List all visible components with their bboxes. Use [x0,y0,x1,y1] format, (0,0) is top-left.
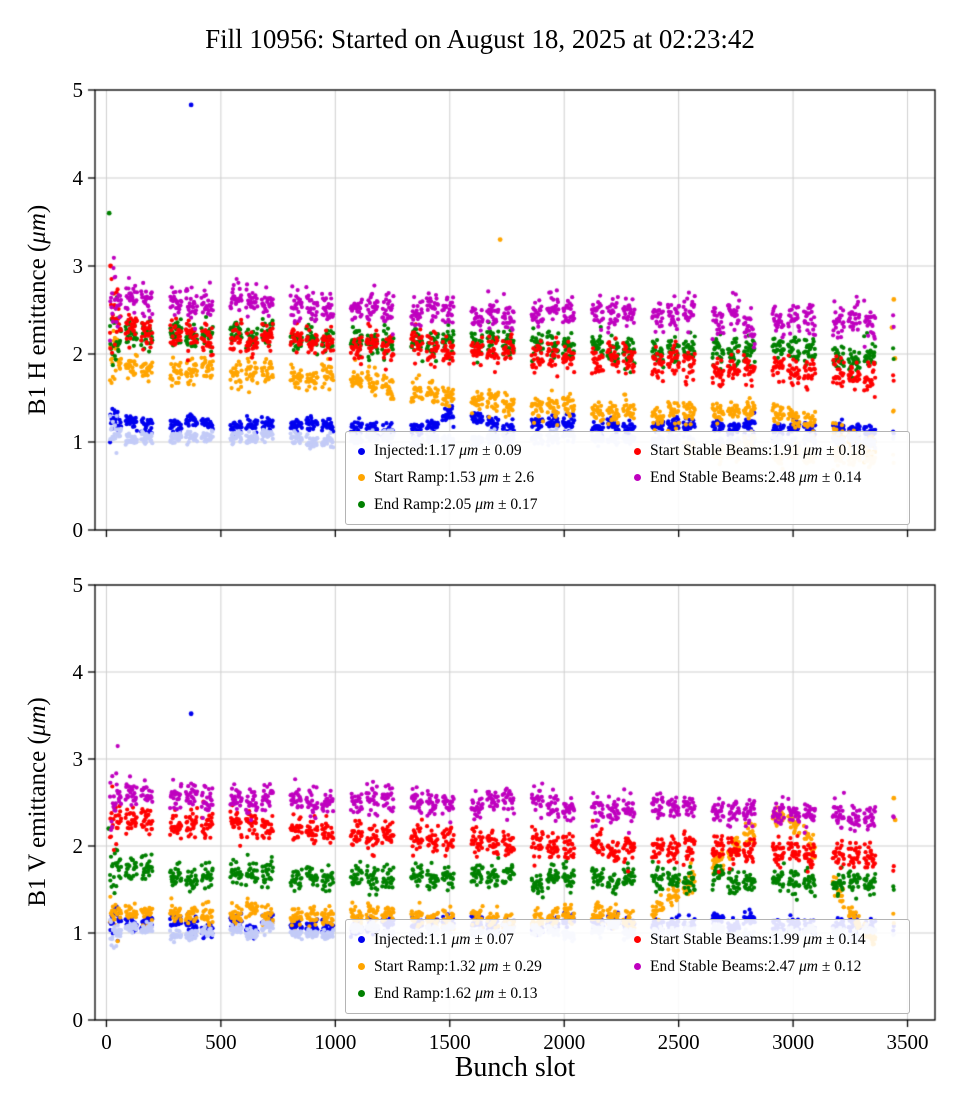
legend-marker-dot-icon [634,936,641,943]
legend-marker-dot-icon [634,963,641,970]
legend-marker-dot-icon [358,447,365,455]
legend-marker-dot-icon [634,474,641,482]
y-tick-label: 1 [72,921,84,945]
x-tick-label: 500 [205,1030,237,1054]
legend-marker-dot-icon [634,447,641,455]
legend-item: End Stable Beams:2.48 μm ± 0.14 [634,465,899,492]
x-tick-label: 3500 [886,1030,929,1054]
legend-marker-dot-icon [358,936,365,943]
legend-label: Start Ramp:1.53 μm ± 2.6 [374,468,535,486]
legend-item: Injected:1.17 μm ± 0.09 [358,438,634,465]
x-tick-label: 1000 [314,1030,357,1054]
legend-item: Injected:1.1 μm ± 0.07 [358,926,634,953]
legend-label: Start Ramp:1.32 μm ± 0.29 [374,957,542,975]
x-axis-label: Bunch slot [454,1052,576,1083]
legend-marker-dot-icon [358,474,365,482]
legend-label: End Stable Beams:2.47 μm ± 0.12 [650,957,862,975]
y-tick-label: 4 [72,166,84,190]
legend: Injected:1.1 μm ± 0.07 Start Stable Beams… [345,919,910,1014]
legend-item: Start Stable Beams:1.99 μm ± 0.14 [634,926,899,953]
y-tick-label: 2 [72,834,84,858]
legend-label: End Ramp:1.62 μm ± 0.13 [374,984,538,1002]
legend-item: Start Stable Beams:1.91 μm ± 0.18 [634,438,899,465]
x-tick-label: 0 [101,1030,112,1054]
legend-label: Injected:1.1 μm ± 0.07 [374,930,514,948]
legend-marker-dot-icon [358,990,365,997]
legend-item: Start Ramp:1.53 μm ± 2.6 [358,465,634,492]
legend-label: Injected:1.17 μm ± 0.09 [374,442,522,460]
x-tick-label: 3000 [772,1030,815,1054]
y-tick-label: 2 [72,342,84,366]
legend-label: End Ramp:2.05 μm ± 0.17 [374,495,538,513]
legend-marker-dot-icon [358,501,365,509]
legend-marker-dot-icon [358,963,365,970]
y-tick-label: 3 [72,254,84,278]
y-tick-label: 3 [72,747,84,771]
y-tick-label: 0 [72,1008,84,1032]
y-tick-label: 5 [72,573,84,597]
x-tick-label: 1500 [428,1030,471,1054]
legend-item: Start Ramp:1.32 μm ± 0.29 [358,953,634,980]
legend-item: End Ramp:2.05 μm ± 0.17 [358,491,634,518]
figure-title: Fill 10956: Started on August 18, 2025 a… [205,24,755,54]
x-tick-label: 2000 [543,1030,586,1054]
legend: Injected:1.17 μm ± 0.09 Start Stable Beam… [345,431,910,525]
legend-item: End Ramp:1.62 μm ± 0.13 [358,980,634,1007]
legend-label: End Stable Beams:2.48 μm ± 0.14 [650,468,862,486]
y-tick-label: 1 [72,430,84,454]
y-axis-label-top: B1 H emittance (μm) [24,204,51,416]
y-tick-label: 5 [72,78,84,102]
y-tick-label: 4 [72,660,84,684]
legend-item: End Stable Beams:2.47 μm ± 0.12 [634,953,899,980]
x-tick-label: 2500 [657,1030,700,1054]
y-axis-label-bottom: B1 V emittance (μm) [24,697,51,907]
y-tick-label: 0 [72,518,84,542]
legend-label: Start Stable Beams:1.91 μm ± 0.18 [650,442,866,460]
legend-label: Start Stable Beams:1.99 μm ± 0.14 [650,930,866,948]
